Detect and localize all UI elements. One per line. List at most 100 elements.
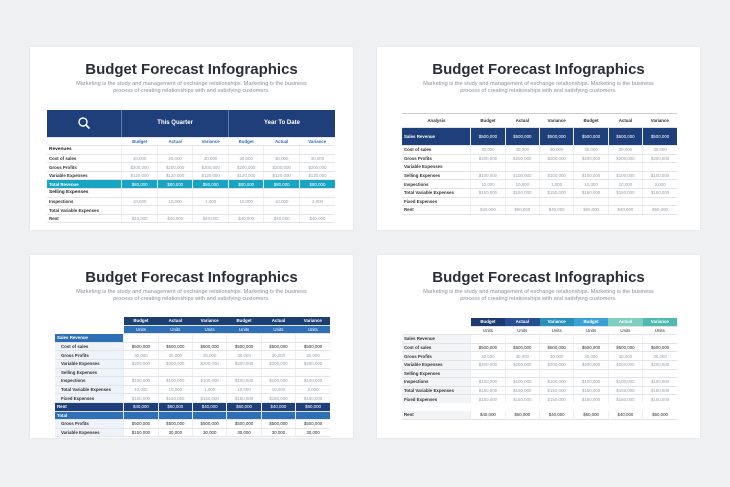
row-label: Gross Profits <box>55 419 124 429</box>
value-cell: 30,000 <box>573 145 609 155</box>
value-cell <box>226 368 262 378</box>
row-label: Fixed Expenses <box>402 197 471 207</box>
value-cell: 30,000 <box>123 350 159 360</box>
value-cell: 1,000 <box>192 197 229 207</box>
value-cell <box>295 411 330 421</box>
value-cell: $200,000 <box>642 154 677 164</box>
table-row: Cost of sales $500,000 $500,000 $500,000 $50… <box>55 342 330 352</box>
value-cell: $150,000 <box>607 386 643 396</box>
units-header: Units <box>158 325 193 335</box>
value-cell <box>263 145 300 155</box>
units-header: Units <box>642 326 677 336</box>
value-cell: 1,000 <box>191 385 227 395</box>
value-cell <box>538 162 574 172</box>
value-cell <box>263 205 300 215</box>
value-cell: 10,000 <box>470 179 506 189</box>
value-cell <box>607 369 643 379</box>
cell <box>55 325 124 334</box>
value-cell: $150,000 <box>607 394 643 408</box>
value-cell: $60,000 <box>157 402 193 412</box>
value-cell: 30,000 <box>260 428 296 438</box>
value-cell <box>504 334 540 344</box>
value-cell: $40,000 <box>298 214 335 224</box>
value-cell <box>260 368 296 378</box>
table-row: Cost of sales $500,000 $500,000 $500,000 $50… <box>402 343 677 353</box>
value-cell: $40,000 <box>470 205 506 215</box>
value-cell: $500,000 <box>157 419 193 429</box>
units-header: Units <box>539 326 574 336</box>
table-row: Inspections $100,000 $100,000 $100,000 $100,… <box>402 377 677 387</box>
table-row: Selling Expenses <box>47 188 335 198</box>
value-cell: $500,000 <box>607 127 643 146</box>
value-cell: $150,000 <box>226 393 262 403</box>
value-cell <box>191 333 227 343</box>
table-row: Sales Revenue <box>55 333 330 343</box>
table-row: Sales Revenue $500,000 $500,000 $500,000 $50… <box>402 127 677 146</box>
value-cell: $100,000 <box>260 376 296 386</box>
value-cell: $40,000 <box>607 406 643 420</box>
value-cell: $500,000 <box>538 343 574 353</box>
value-cell: $60,000 <box>642 205 677 215</box>
icon-cell <box>47 110 123 138</box>
row-label: Gross Profits <box>55 350 124 360</box>
value-cell: $100,000 <box>295 376 330 386</box>
units-header: Units <box>573 326 609 336</box>
row-label: Inspections <box>402 377 471 387</box>
value-cell: $40,000 <box>470 406 506 420</box>
value-cell: $200,000 <box>538 360 574 370</box>
value-cell: $60,000 <box>504 205 540 215</box>
value-cell: $200,000 <box>157 359 193 369</box>
table-row: Sales Revenue <box>402 334 677 344</box>
value-cell: $150,000 <box>538 394 574 408</box>
table-row: Cost of sales 30,000 30,000 30,000 30,000 30,… <box>47 154 335 164</box>
data-table: Analysis Budget Actual Variance Budget Actual… <box>402 113 677 215</box>
value-cell: $500,000 <box>191 342 227 352</box>
value-cell: $200,000 <box>607 154 643 164</box>
value-cell: $40,000 <box>156 214 193 224</box>
value-cell: $100,000 <box>504 171 540 181</box>
value-cell: $40,000 <box>123 402 159 412</box>
value-cell: 30,000 <box>227 154 264 164</box>
column-header: Variance <box>192 317 227 326</box>
column-header: Budget <box>121 137 158 147</box>
value-cell: 30,000 <box>157 350 193 360</box>
row-label: Rent <box>402 205 471 215</box>
table-row: Total Revenue $80,000 $80,000 $80,000 $80,00… <box>47 179 335 190</box>
value-cell: $100,000 <box>538 171 574 181</box>
data-table: Budget Actual Variance Budget Actual Variance… <box>55 317 330 438</box>
value-cell: $60,000 <box>504 406 540 420</box>
value-cell: $100,000 <box>226 376 262 386</box>
row-label: Revenues <box>47 145 122 155</box>
value-cell: $120,000 <box>263 171 300 181</box>
value-cell <box>121 205 158 215</box>
value-cell: $500,000 <box>295 419 330 429</box>
units-header: Units <box>192 325 227 335</box>
column-header-row: Budget Actual Variance Budget Actual Variance <box>47 137 335 147</box>
value-cell: $500,000 <box>191 419 227 429</box>
value-cell: $150,000 <box>470 188 506 198</box>
slide-subtitle: Marketing is the study and management of… <box>76 289 307 302</box>
units-header: Units <box>295 325 330 335</box>
value-cell: $150,000 <box>573 386 609 396</box>
value-cell: $200,000 <box>504 154 540 164</box>
value-cell <box>470 162 506 172</box>
value-cell: $100,000 <box>573 377 609 387</box>
value-cell: $150,000 <box>538 386 574 396</box>
value-cell: 30,000 <box>504 351 540 361</box>
column-header: Variance <box>539 113 574 128</box>
row-label: Rent <box>47 214 122 224</box>
header-row: Budget Actual Variance Budget Actual Variance <box>55 317 330 326</box>
value-cell: $200,000 <box>538 154 574 164</box>
value-cell: $200,000 <box>226 359 262 369</box>
value-cell <box>298 205 335 215</box>
value-cell <box>642 369 677 379</box>
value-cell: 1,000 <box>538 179 574 189</box>
value-cell: $40,000 <box>227 214 264 224</box>
value-cell: 10,000 <box>607 179 643 189</box>
value-cell: $150,000 <box>642 188 677 198</box>
value-cell: 30,000 <box>642 145 677 155</box>
row-label: Total Variable Expenses <box>55 385 124 395</box>
value-cell: $40,000 <box>538 406 574 420</box>
slide-title: Budget Forecast Infographics <box>85 61 298 78</box>
table-row: Rent $40,000 $60,000 $40,000 $60,000 $40,000 $… <box>402 205 677 215</box>
